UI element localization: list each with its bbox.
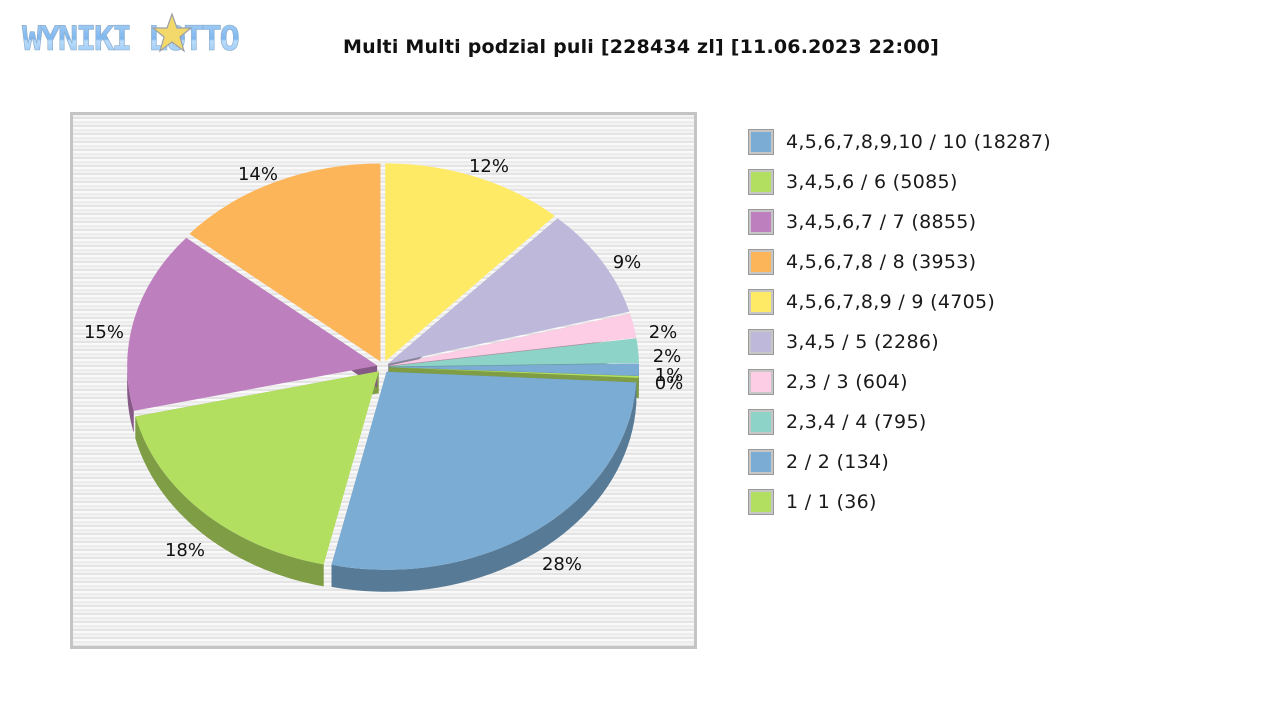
legend-item: 4,5,6,7,8,9 / 9 (4705) [748,282,1051,322]
legend-label: 2 / 2 (134) [786,451,890,473]
legend-swatch [748,289,774,315]
legend-item: 1 / 1 (36) [748,482,1051,522]
legend-label: 3,4,5 / 5 (2286) [786,331,939,353]
chart-title: Multi Multi podzial puli [228434 zl] [11… [342,36,939,58]
legend-swatch [748,489,774,515]
legend-swatch [748,249,774,275]
legend-label: 2,3,4 / 4 (795) [786,411,927,433]
legend-swatch [748,169,774,195]
legend-label: 2,3 / 3 (604) [786,371,908,393]
legend-label: 4,5,6,7,8,9,10 / 10 (18287) [786,131,1052,153]
legend-swatch [748,329,774,355]
legend-label: 1 / 1 (36) [786,491,877,513]
legend-item: 3,4,5 / 5 (2286) [748,322,1051,362]
wyniki-lotto-logo[interactable]: WYNIKI LOTTO [20,12,242,59]
plot-area [70,112,697,649]
legend-label: 3,4,5,6 / 6 (5085) [786,171,958,193]
legend-item: 3,4,5,6,7 / 7 (8855) [748,202,1051,242]
star-icon [151,12,193,53]
legend-swatch [748,129,774,155]
legend-item: 2,3 / 3 (604) [748,362,1051,402]
legend-item: 2 / 2 (134) [748,442,1051,482]
legend-item: 2,3,4 / 4 (795) [748,402,1051,442]
legend-label: 4,5,6,7,8,9 / 9 (4705) [786,291,996,313]
legend: 4,5,6,7,8,9,10 / 10 (18287) 3,4,5,6 / 6 (… [748,122,1051,522]
legend-item: 3,4,5,6 / 6 (5085) [748,162,1051,202]
logo-text: WYNIKI LOTTO [22,19,239,58]
legend-label: 4,5,6,7,8 / 8 (3953) [786,251,977,273]
legend-swatch [748,369,774,395]
legend-swatch [748,209,774,235]
legend-item: 4,5,6,7,8,9,10 / 10 (18287) [748,122,1051,162]
legend-label: 3,4,5,6,7 / 7 (8855) [786,211,977,233]
legend-swatch [748,409,774,435]
legend-swatch [748,449,774,475]
legend-item: 4,5,6,7,8 / 8 (3953) [748,242,1051,282]
